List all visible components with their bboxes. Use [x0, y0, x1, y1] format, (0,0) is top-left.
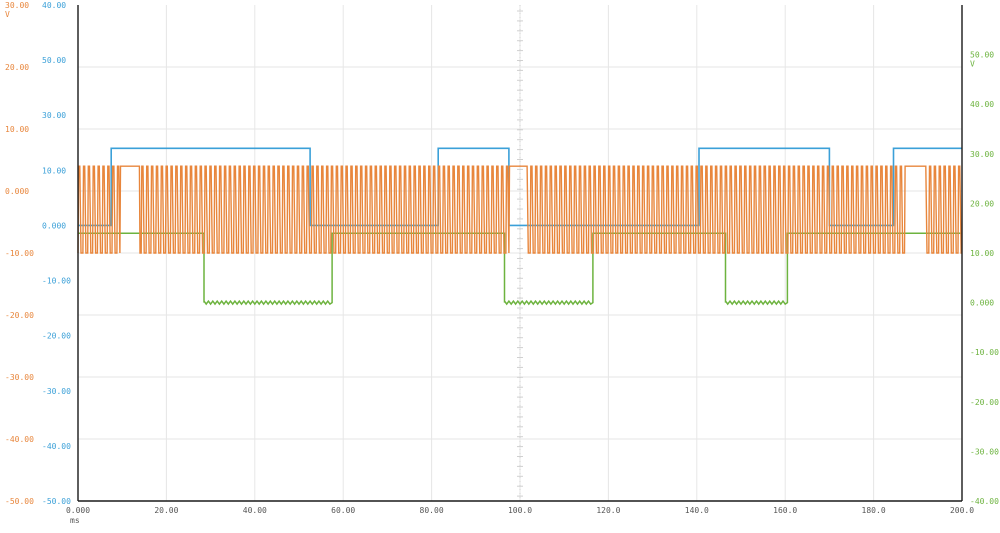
- x-tick-label: 100.0: [508, 506, 532, 515]
- x-tick-label: 80.00: [420, 506, 444, 515]
- blue-y-tick-label: 40.00: [42, 1, 66, 10]
- x-tick-label: 120.0: [596, 506, 620, 515]
- green-unit-label: V: [970, 60, 975, 69]
- orange-unit-label: V: [5, 10, 10, 19]
- orange-y-tick-label: 0.000: [5, 187, 29, 196]
- green-y-tick-label: 30.00: [970, 150, 994, 159]
- orange-y-tick-label: -30.00: [5, 373, 34, 382]
- orange-y-tick-label: 10.00: [5, 125, 29, 134]
- x-tick-label: 0.000: [66, 506, 90, 515]
- orange-y-tick-label: 20.00: [5, 63, 29, 72]
- blue-y-tick-label: -50.00: [42, 497, 71, 506]
- blue-y-tick-label: -10.00: [42, 277, 71, 286]
- blue-y-tick-label: 50.00: [42, 56, 66, 65]
- orange-y-tick-label: -20.00: [5, 311, 34, 320]
- orange-trace: [77, 165, 962, 254]
- x-tick-label: 180.0: [862, 506, 886, 515]
- blue-y-tick-label: -40.00: [42, 442, 71, 451]
- green-trace: [78, 232, 962, 306]
- x-tick-label: 200.0: [950, 506, 974, 515]
- x-tick-label: 60.00: [331, 506, 355, 515]
- blue-y-tick-label: 10.00: [42, 166, 66, 175]
- orange-y-tick-label: -40.00: [5, 435, 34, 444]
- green-y-tick-label: 10.00: [970, 249, 994, 258]
- green-y-tick-label: 40.00: [970, 100, 994, 109]
- orange-y-tick-label: -10.00: [5, 249, 34, 258]
- x-tick-label: 160.0: [773, 506, 797, 515]
- green-y-tick-label: 50.00: [970, 51, 994, 60]
- blue-y-tick-label: -30.00: [42, 387, 71, 396]
- traces: [77, 147, 962, 306]
- green-y-tick-label: -20.00: [970, 398, 999, 407]
- x-unit-label: ms: [70, 516, 80, 525]
- green-y-tick-label: -10.00: [970, 348, 999, 357]
- green-y-tick-label: -40.00: [970, 497, 999, 506]
- green-y-tick-label: 0.000: [970, 299, 994, 308]
- x-tick-label: 40.00: [243, 506, 267, 515]
- x-tick-label: 140.0: [685, 506, 709, 515]
- blue-y-tick-label: 0.000: [42, 221, 66, 230]
- tick-labels: 0.000 20.00 40.00 60.00 80.00 100.0 120.0 140.0…: [5, 1, 999, 525]
- green-y-tick-label: -30.00: [970, 447, 999, 456]
- x-tick-label: 20.00: [154, 506, 178, 515]
- orange-y-tick-label: 30.00: [5, 1, 29, 10]
- green-y-tick-label: 20.00: [970, 199, 994, 208]
- axes: [77, 5, 963, 502]
- blue-y-tick-label: 30.00: [42, 111, 66, 120]
- orange-y-tick-label: -50.00: [5, 497, 34, 506]
- blue-y-tick-label: -20.00: [42, 332, 71, 341]
